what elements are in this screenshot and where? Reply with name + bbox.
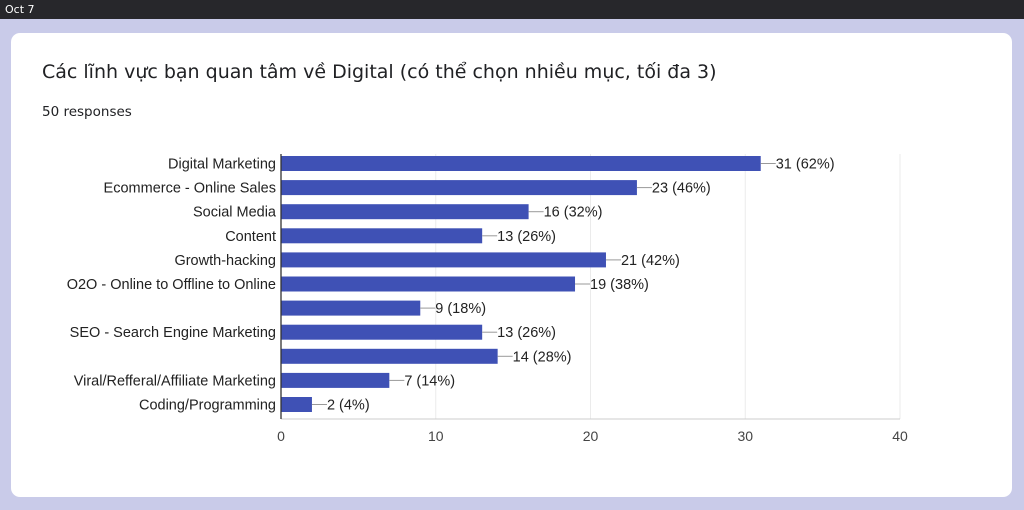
category-label: Coding/Programming [139, 398, 276, 414]
question-title: Các lĩnh vực bạn quan tâm về Digital (có… [42, 61, 717, 83]
category-label: Viral/Refferal/Affiliate Marketing [74, 373, 276, 389]
data-label: 31 (62%) [776, 157, 835, 173]
x-tick-label: 10 [428, 428, 444, 444]
data-label: 16 (32%) [544, 205, 603, 221]
bar [281, 372, 390, 388]
category-label: SEO - Search Engine Marketing [70, 325, 276, 341]
x-tick-label: 20 [583, 428, 599, 444]
data-label: 19 (38%) [590, 277, 649, 293]
bar [281, 324, 483, 340]
data-label: 14 (28%) [513, 349, 572, 365]
data-label: 13 (26%) [497, 325, 556, 341]
data-label: 7 (14%) [404, 373, 455, 389]
data-label: 9 (18%) [435, 301, 486, 317]
x-tick-label: 30 [737, 428, 753, 444]
bar [281, 156, 761, 171]
x-tick-label: 0 [277, 428, 285, 444]
category-label: Ecommerce - Online Sales [104, 181, 276, 197]
bar [281, 397, 312, 412]
data-label: 23 (46%) [652, 181, 711, 197]
top-bar: Oct 7 [0, 0, 1024, 19]
data-label: 13 (26%) [497, 229, 556, 245]
category-label: Content [225, 229, 276, 245]
bar [281, 180, 637, 196]
bar [281, 276, 576, 292]
response-count: 50 responses [42, 104, 132, 120]
data-label: 2 (4%) [327, 398, 370, 414]
bar [281, 228, 483, 244]
bar [281, 348, 498, 364]
bar [281, 300, 421, 316]
bar [281, 252, 606, 268]
category-label: Growth-hacking [174, 253, 276, 269]
date-label: Oct 7 [5, 3, 35, 16]
data-label: 21 (42%) [621, 253, 680, 269]
x-tick-label: 40 [892, 428, 908, 444]
category-label: Digital Marketing [168, 157, 276, 173]
bar [281, 204, 529, 220]
category-label: Social Media [193, 205, 277, 221]
category-label: O2O - Online to Offline to Online [67, 277, 276, 293]
